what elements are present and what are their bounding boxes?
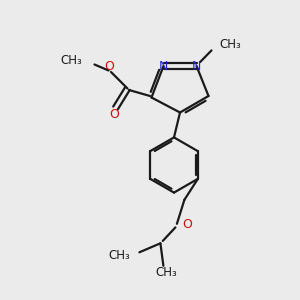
Text: O: O (109, 108, 119, 121)
Text: N: N (192, 59, 201, 73)
Text: CH₃: CH₃ (220, 38, 241, 51)
Text: CH₃: CH₃ (155, 266, 177, 279)
Text: O: O (104, 60, 114, 73)
Text: N: N (159, 59, 168, 73)
Text: CH₃: CH₃ (109, 249, 130, 262)
Text: O: O (182, 218, 192, 231)
Text: CH₃: CH₃ (60, 53, 82, 67)
